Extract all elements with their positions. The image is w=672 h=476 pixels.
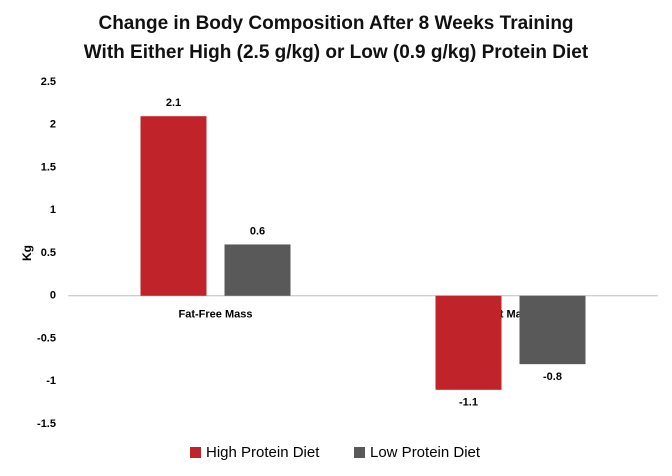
value-label: 0.6: [250, 225, 265, 237]
y-axis-label: Kg: [20, 245, 34, 261]
y-tick-label: -0.5: [37, 332, 56, 344]
value-label: -0.8: [543, 371, 562, 383]
y-tick-label: -1: [46, 375, 56, 387]
y-tick-label: 2.5: [41, 76, 56, 88]
y-tick-label: 0: [50, 290, 56, 302]
y-tick-label: 1.5: [41, 161, 56, 173]
legend-label: Low Protein Diet: [370, 444, 481, 461]
chart-title: With Either High (2.5 g/kg) or Low (0.9 …: [84, 42, 589, 63]
y-tick-label: -1.5: [37, 418, 56, 430]
chart-title: Change in Body Composition After 8 Weeks…: [98, 13, 573, 34]
y-tick-label: 2: [50, 119, 56, 131]
value-label: 2.1: [166, 97, 181, 109]
y-tick-label: 0.5: [41, 247, 56, 259]
bar: [519, 295, 586, 365]
legend-swatch: [354, 447, 365, 458]
bar: [140, 116, 207, 296]
legend-label: High Protein Diet: [206, 444, 320, 461]
bar: [224, 244, 291, 296]
bar: [435, 295, 502, 390]
value-label: -1.1: [459, 397, 478, 409]
legend-swatch: [190, 447, 201, 458]
x-tick-label: Fat-Free Mass: [179, 309, 253, 321]
y-tick-label: 1: [50, 204, 56, 216]
